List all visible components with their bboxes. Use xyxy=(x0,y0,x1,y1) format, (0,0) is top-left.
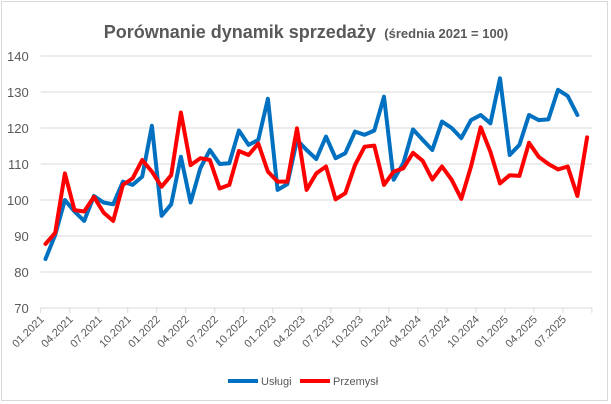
legend-label: Usługi xyxy=(261,376,292,388)
y-tick-label: 130 xyxy=(7,85,29,100)
y-tick-label: 110 xyxy=(8,157,29,172)
legend-label: Przemysł xyxy=(333,376,379,388)
y-tick-label: 70 xyxy=(14,301,28,316)
x-tick-label: 07.2025 xyxy=(532,314,569,351)
title-main: Porównanie dynamik sprzedaży xyxy=(104,22,376,42)
title-subtitle: (średnia 2021 = 100) xyxy=(384,26,508,41)
y-tick-label: 100 xyxy=(7,193,29,208)
y-tick-label: 90 xyxy=(14,229,28,244)
chart-title: Porównanie dynamik sprzedaży (średnia 20… xyxy=(104,22,509,42)
y-tick-label: 120 xyxy=(7,121,29,136)
y-tick-label: 80 xyxy=(14,265,28,280)
series-line-uslugi xyxy=(43,76,580,261)
y-tick-label: 140 xyxy=(7,49,29,64)
